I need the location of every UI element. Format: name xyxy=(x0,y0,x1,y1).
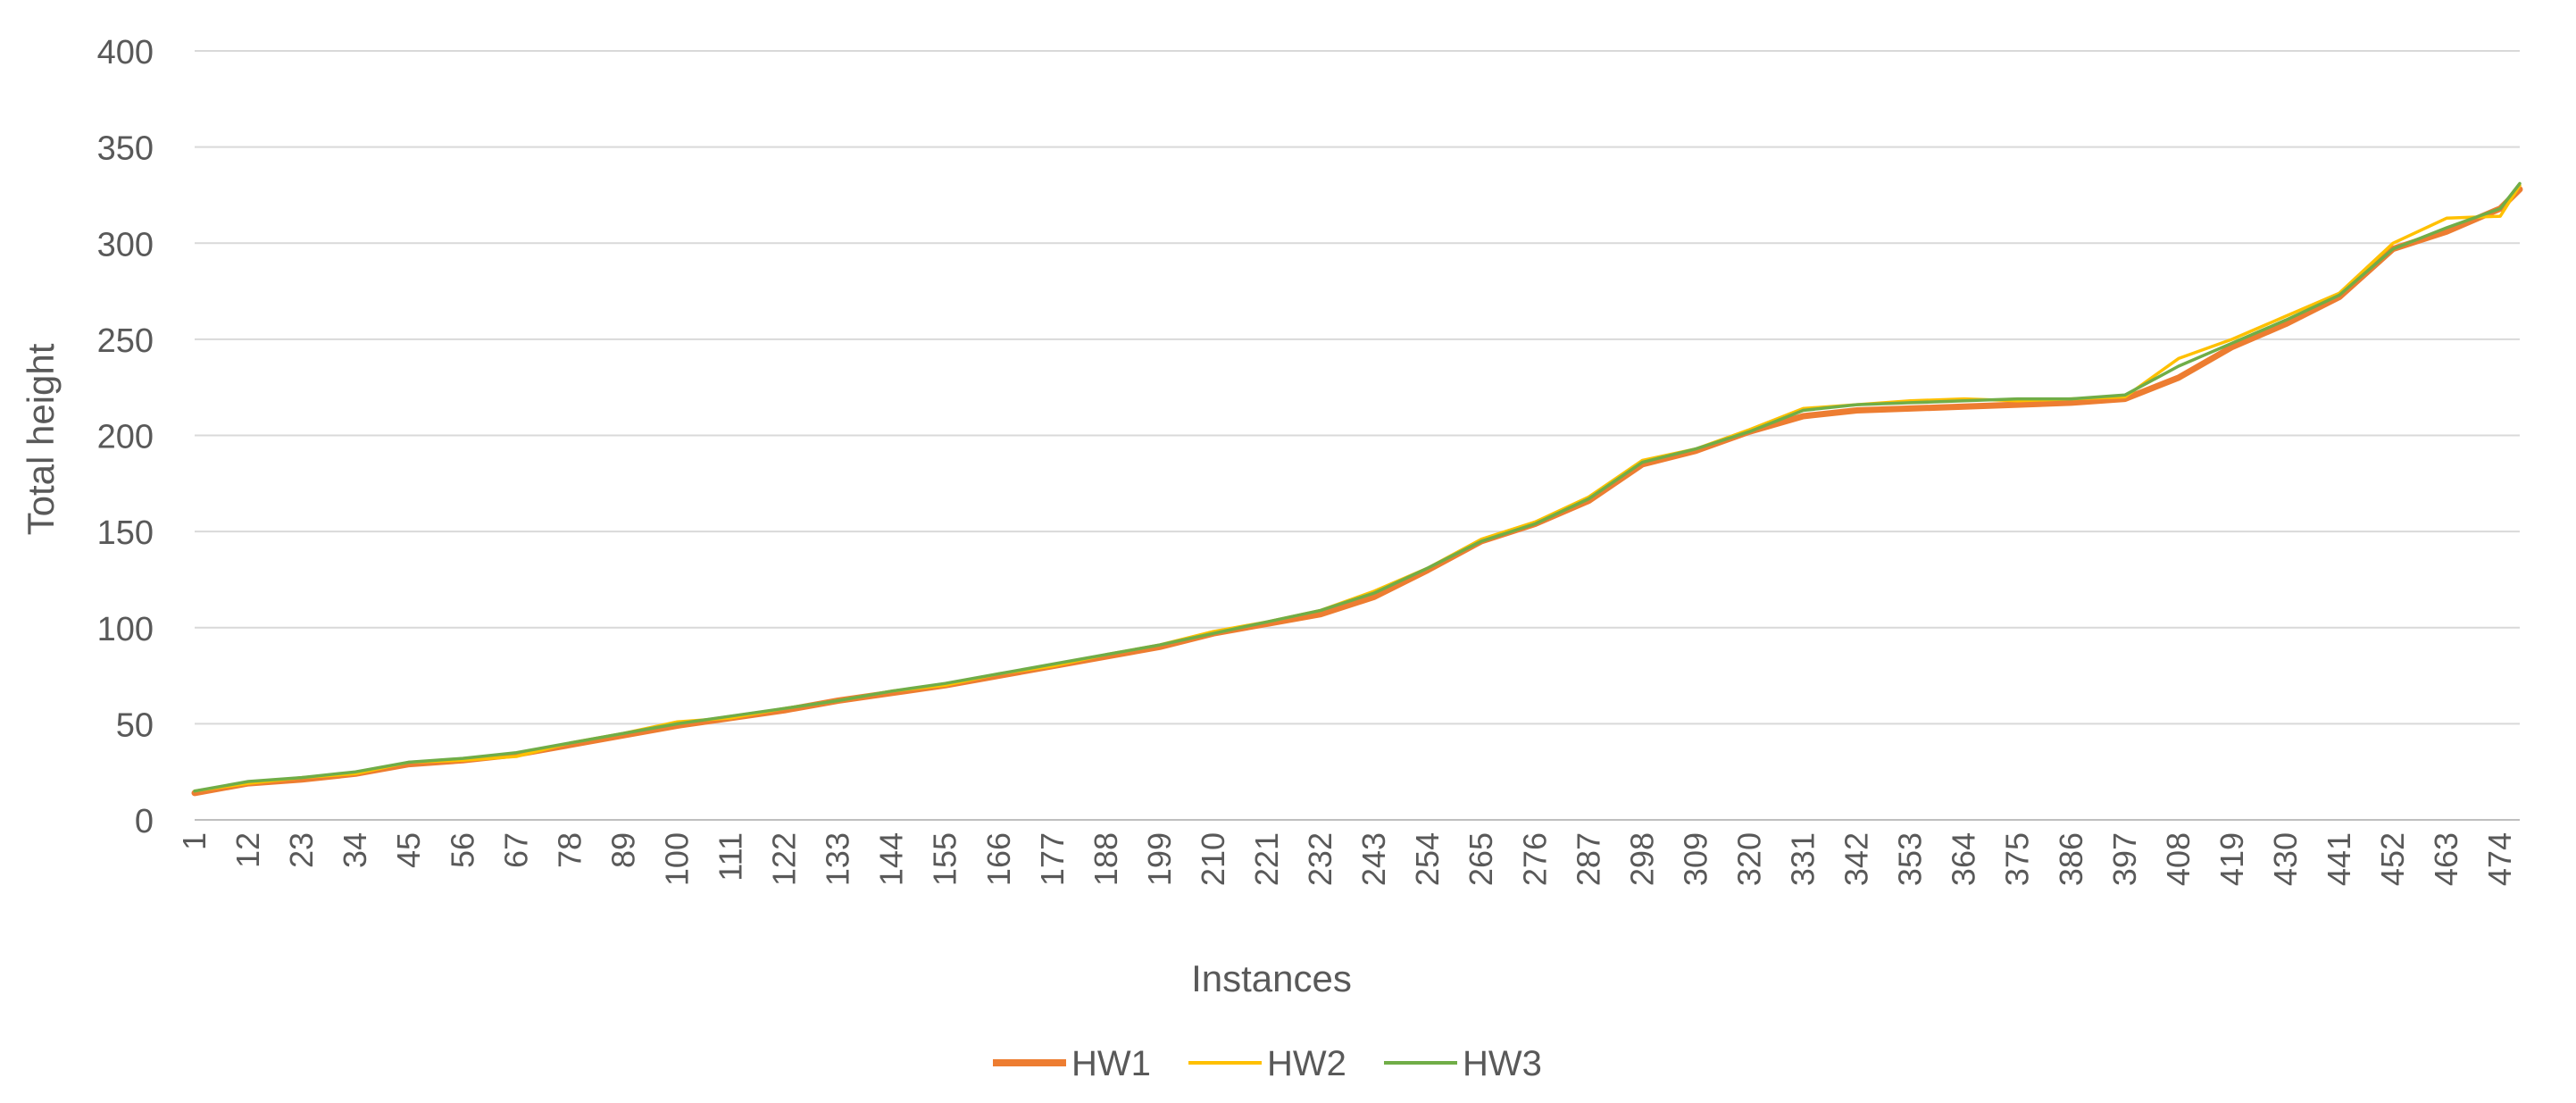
y-tick-label: 200 xyxy=(97,419,154,456)
x-tick-label: 463 xyxy=(2428,832,2464,886)
x-tick-label: 89 xyxy=(604,832,641,868)
x-tick-label: 320 xyxy=(1730,832,1767,886)
x-tick-label: 122 xyxy=(766,832,803,886)
y-tick-label: 400 xyxy=(97,34,154,71)
x-tick-label: 452 xyxy=(2374,832,2411,886)
x-tick-label: 364 xyxy=(1946,832,1982,886)
gridlines xyxy=(195,50,2520,821)
legend-label: HW1 xyxy=(1071,1044,1151,1083)
x-tick-label: 177 xyxy=(1034,832,1071,886)
series-layer xyxy=(191,181,2523,797)
x-axis-ticks: 1 12 23 34 45 56 67 78 89 100 111 122 133 144 155 166 17… xyxy=(176,832,2518,886)
x-tick-label: 199 xyxy=(1141,832,1178,886)
legend: HW1 HW2 HW3 xyxy=(993,1044,1542,1083)
y-tick-label: 300 xyxy=(97,226,154,263)
x-tick-label: 111 xyxy=(713,832,749,882)
x-tick-label: 331 xyxy=(1785,832,1822,886)
x-tick-label: 133 xyxy=(820,832,856,886)
x-tick-label: 78 xyxy=(551,832,588,868)
x-tick-label: 441 xyxy=(2321,832,2357,886)
x-tick-label: 1 xyxy=(176,832,213,850)
x-axis-title: Instances xyxy=(1191,957,1352,999)
x-tick-label: 298 xyxy=(1623,832,1660,886)
x-tick-label: 397 xyxy=(2106,832,2143,886)
x-tick-label: 34 xyxy=(337,832,373,868)
x-tick-label: 56 xyxy=(444,832,480,868)
x-tick-label: 155 xyxy=(927,832,963,886)
x-tick-label: 210 xyxy=(1195,832,1231,886)
x-tick-label: 408 xyxy=(2160,832,2197,886)
x-tick-label: 221 xyxy=(1248,832,1285,886)
series-line-hw3 xyxy=(193,181,2522,793)
x-tick-label: 287 xyxy=(1570,832,1606,886)
x-tick-label: 353 xyxy=(1892,832,1929,886)
x-tick-label: 386 xyxy=(2053,832,2089,886)
x-tick-label: 419 xyxy=(2213,832,2250,886)
y-tick-label: 350 xyxy=(97,130,154,168)
y-tick-label: 100 xyxy=(97,611,154,648)
x-tick-label: 232 xyxy=(1302,832,1338,886)
x-tick-label: 45 xyxy=(390,832,427,868)
y-tick-label: 50 xyxy=(116,706,154,744)
x-tick-label: 166 xyxy=(980,832,1017,886)
x-tick-label: 276 xyxy=(1516,832,1553,886)
x-tick-label: 188 xyxy=(1088,832,1124,886)
legend-label: HW2 xyxy=(1267,1044,1346,1083)
y-tick-label: 0 xyxy=(135,803,154,840)
x-tick-label: 375 xyxy=(1999,832,2036,886)
x-tick-label: 243 xyxy=(1355,832,1392,886)
y-axis-ticks: 0 50 100 150 200 250 300 350 400 xyxy=(97,34,154,840)
x-tick-label: 474 xyxy=(2481,832,2518,886)
y-tick-label: 150 xyxy=(97,514,154,552)
x-tick-label: 254 xyxy=(1409,832,1446,886)
x-tick-label: 144 xyxy=(873,832,910,886)
x-tick-label: 67 xyxy=(497,832,534,868)
x-tick-label: 430 xyxy=(2267,832,2304,886)
x-tick-label: 309 xyxy=(1677,832,1713,886)
series-line-hw1 xyxy=(191,186,2523,797)
x-tick-label: 23 xyxy=(283,832,320,868)
x-tick-label: 265 xyxy=(1463,832,1499,886)
legend-label: HW3 xyxy=(1463,1044,1542,1083)
y-axis-title: Total height xyxy=(20,343,62,535)
x-tick-label: 342 xyxy=(1838,832,1875,886)
series-line-hw2 xyxy=(193,183,2522,793)
x-tick-label: 12 xyxy=(229,832,266,868)
x-tick-label: 100 xyxy=(658,832,695,886)
y-tick-label: 250 xyxy=(97,322,154,360)
